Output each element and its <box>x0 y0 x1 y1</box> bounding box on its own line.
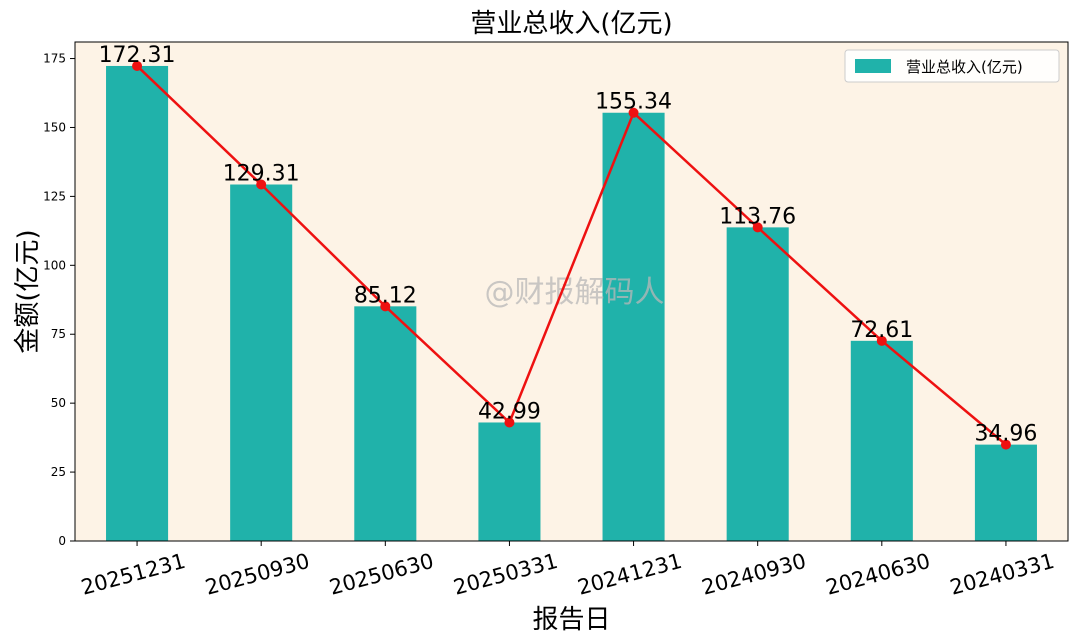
bar <box>726 227 789 541</box>
line-series <box>132 60 1011 450</box>
legend-swatch <box>855 59 891 73</box>
bar <box>478 422 541 541</box>
y-tick-label: 50 <box>51 396 66 410</box>
chart-title: 营业总收入(亿元) <box>470 9 672 39</box>
legend: 营业总收入(亿元) <box>844 49 1060 83</box>
y-tick-label: 0 <box>58 534 66 548</box>
bar <box>354 306 417 541</box>
data-label: 34.96 <box>974 422 1037 447</box>
y-tick-label: 175 <box>43 52 66 66</box>
bar-series <box>106 65 1037 542</box>
x-tick-label: 20251231 <box>79 549 188 600</box>
x-tick-label: 20250630 <box>327 549 436 600</box>
line-path <box>136 65 1007 446</box>
watermark: @财报解码人 <box>485 275 665 310</box>
bar <box>106 65 169 541</box>
data-label: 129.31 <box>223 162 300 187</box>
x-tick-label: 20250930 <box>203 549 312 600</box>
y-tick-label: 125 <box>43 189 66 203</box>
data-label: 42.99 <box>478 399 541 424</box>
y-axis-title: 金额(亿元) <box>13 229 43 353</box>
data-label: 172.31 <box>99 43 176 68</box>
y-tick-label: 150 <box>43 120 66 134</box>
line-point <box>132 60 143 71</box>
x-tick-label: 20240630 <box>823 549 932 600</box>
data-label: 155.34 <box>595 90 672 115</box>
x-tick-label: 20240930 <box>699 549 808 600</box>
x-tick-label: 20250331 <box>451 549 560 600</box>
bar <box>974 444 1037 541</box>
data-label: 72.61 <box>850 318 913 343</box>
legend-label: 营业总收入(亿元) <box>906 58 1023 76</box>
line-point <box>380 301 391 312</box>
y-tick-label: 25 <box>51 465 66 479</box>
line-point <box>1000 439 1011 450</box>
line-point <box>256 179 267 190</box>
data-label: 113.76 <box>719 204 796 229</box>
x-tick-label: 20240331 <box>947 549 1056 600</box>
x-axis-title: 报告日 <box>532 605 610 635</box>
data-labels: 172.31 129.31 85.12 42.99 155.34 113.76 72.61 3… <box>99 43 1038 447</box>
line-point <box>876 335 887 346</box>
line-point <box>504 417 515 428</box>
bar <box>602 112 665 541</box>
y-tick-label: 100 <box>43 258 66 272</box>
legend-box <box>844 49 1060 83</box>
x-tick-label: 20241231 <box>575 549 684 600</box>
bar <box>230 184 293 542</box>
plot-frame <box>74 41 1069 542</box>
bar <box>850 340 913 541</box>
data-label: 85.12 <box>354 283 417 308</box>
line-point <box>628 107 639 118</box>
line-point <box>752 222 763 233</box>
y-tick-label: 75 <box>51 327 66 341</box>
